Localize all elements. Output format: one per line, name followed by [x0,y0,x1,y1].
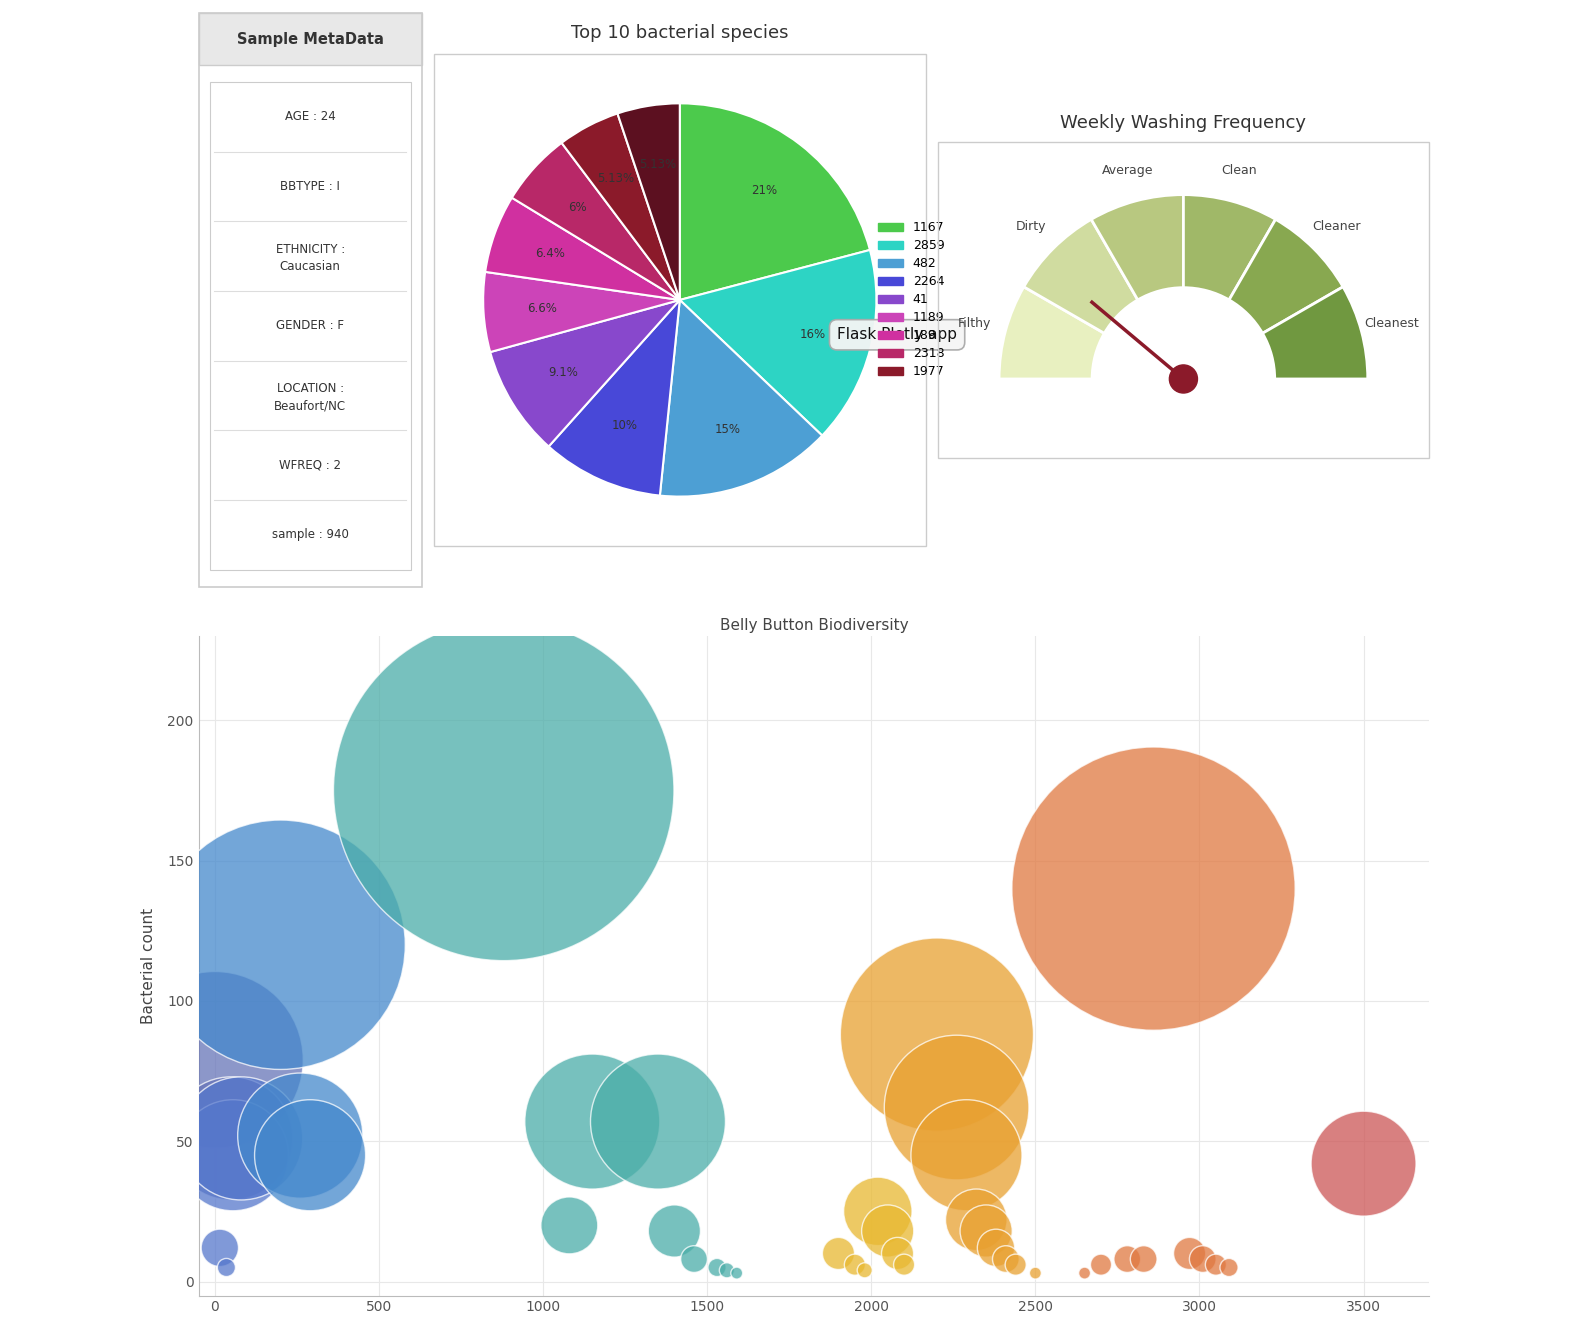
Text: GENDER : F: GENDER : F [276,320,345,332]
Wedge shape [511,143,680,300]
Point [219,1128,245,1149]
Point [268,935,294,956]
Title: Belly Button Biodiversity: Belly Button Biodiversity [719,619,908,633]
Text: BBTYPE : I: BBTYPE : I [279,180,340,193]
Point [943,1097,969,1118]
Point [1072,1263,1097,1284]
Point [992,1248,1018,1269]
Point [1189,1248,1215,1269]
Point [1177,1243,1202,1264]
Point [1140,878,1166,899]
Point [964,1210,989,1231]
Text: 15%: 15% [715,423,740,435]
Point [705,1257,730,1278]
Point [1004,1255,1029,1276]
Point [580,1110,605,1132]
Wedge shape [562,114,680,300]
Wedge shape [680,103,870,300]
Text: 9.1%: 9.1% [548,366,578,379]
Point [1023,1263,1048,1284]
Point [1216,1257,1242,1278]
Text: LOCATION :: LOCATION : [276,382,343,395]
Wedge shape [549,300,680,496]
Text: 16%: 16% [800,328,826,341]
Point [875,1220,900,1241]
Text: Average: Average [1102,164,1153,177]
Point [662,1220,688,1241]
Wedge shape [680,250,877,435]
Point [1088,1255,1113,1276]
Circle shape [1169,365,1197,393]
Point [1131,1248,1156,1269]
Point [842,1255,867,1276]
Point [724,1263,750,1284]
Wedge shape [1091,194,1183,300]
Wedge shape [1262,287,1367,379]
Point [297,1145,322,1166]
FancyBboxPatch shape [210,82,411,570]
Text: Dirty: Dirty [1015,219,1046,233]
Text: 6.6%: 6.6% [527,301,557,315]
Wedge shape [486,198,680,300]
Point [1115,1248,1140,1269]
Wedge shape [1229,219,1343,333]
Text: Filthy: Filthy [958,316,991,329]
Point [973,1220,999,1241]
Point [681,1248,707,1269]
Text: Sample MetaData: Sample MetaData [237,32,384,46]
Wedge shape [1024,219,1137,333]
Text: 6%: 6% [569,201,588,214]
Point [202,1050,227,1071]
Text: 10%: 10% [611,419,637,432]
Text: WFREQ : 2: WFREQ : 2 [279,459,341,472]
Text: Flask Plotly app: Flask Plotly app [837,328,958,342]
Text: ETHNICITY :: ETHNICITY : [276,243,345,255]
Point [1351,1153,1377,1174]
Title: Top 10 bacterial species: Top 10 bacterial species [572,24,789,41]
Wedge shape [999,287,1104,379]
Point [214,1257,240,1278]
Text: 6.4%: 6.4% [535,247,565,260]
Point [715,1260,740,1281]
Y-axis label: Bacterial count: Bacterial count [141,908,156,1023]
Wedge shape [618,103,680,300]
Text: 5.13%: 5.13% [597,172,634,185]
Point [891,1255,916,1276]
Wedge shape [483,272,680,352]
Text: AGE : 24: AGE : 24 [284,110,335,123]
Text: Caucasian: Caucasian [279,260,341,272]
Point [491,780,516,801]
Point [865,1200,891,1222]
Text: Beaufort/NC: Beaufort/NC [275,399,346,412]
Wedge shape [491,300,680,447]
Text: Cleanest: Cleanest [1364,316,1420,329]
Text: sample : 940: sample : 940 [272,529,349,541]
Point [826,1243,851,1264]
Text: Clean: Clean [1221,164,1258,177]
Legend: 1167, 2859, 482, 2264, 41, 1189, 189, 2318, 1977: 1167, 2859, 482, 2264, 41, 1189, 189, 23… [873,217,950,383]
Wedge shape [1183,194,1275,300]
Point [221,1145,246,1166]
Text: Cleaner: Cleaner [1312,219,1361,233]
FancyBboxPatch shape [198,13,422,65]
Point [983,1237,1008,1259]
Point [645,1110,670,1132]
Point [229,1128,254,1149]
Text: 21%: 21% [751,185,777,197]
Point [885,1243,910,1264]
Point [557,1215,583,1236]
Wedge shape [661,300,823,497]
Point [853,1260,878,1281]
Point [924,1025,950,1046]
Point [287,1125,313,1146]
Point [1204,1255,1229,1276]
Point [206,1237,232,1259]
Text: 5.13%: 5.13% [638,157,676,171]
Point [954,1145,980,1166]
Title: Weekly Washing Frequency: Weekly Washing Frequency [1061,114,1307,132]
